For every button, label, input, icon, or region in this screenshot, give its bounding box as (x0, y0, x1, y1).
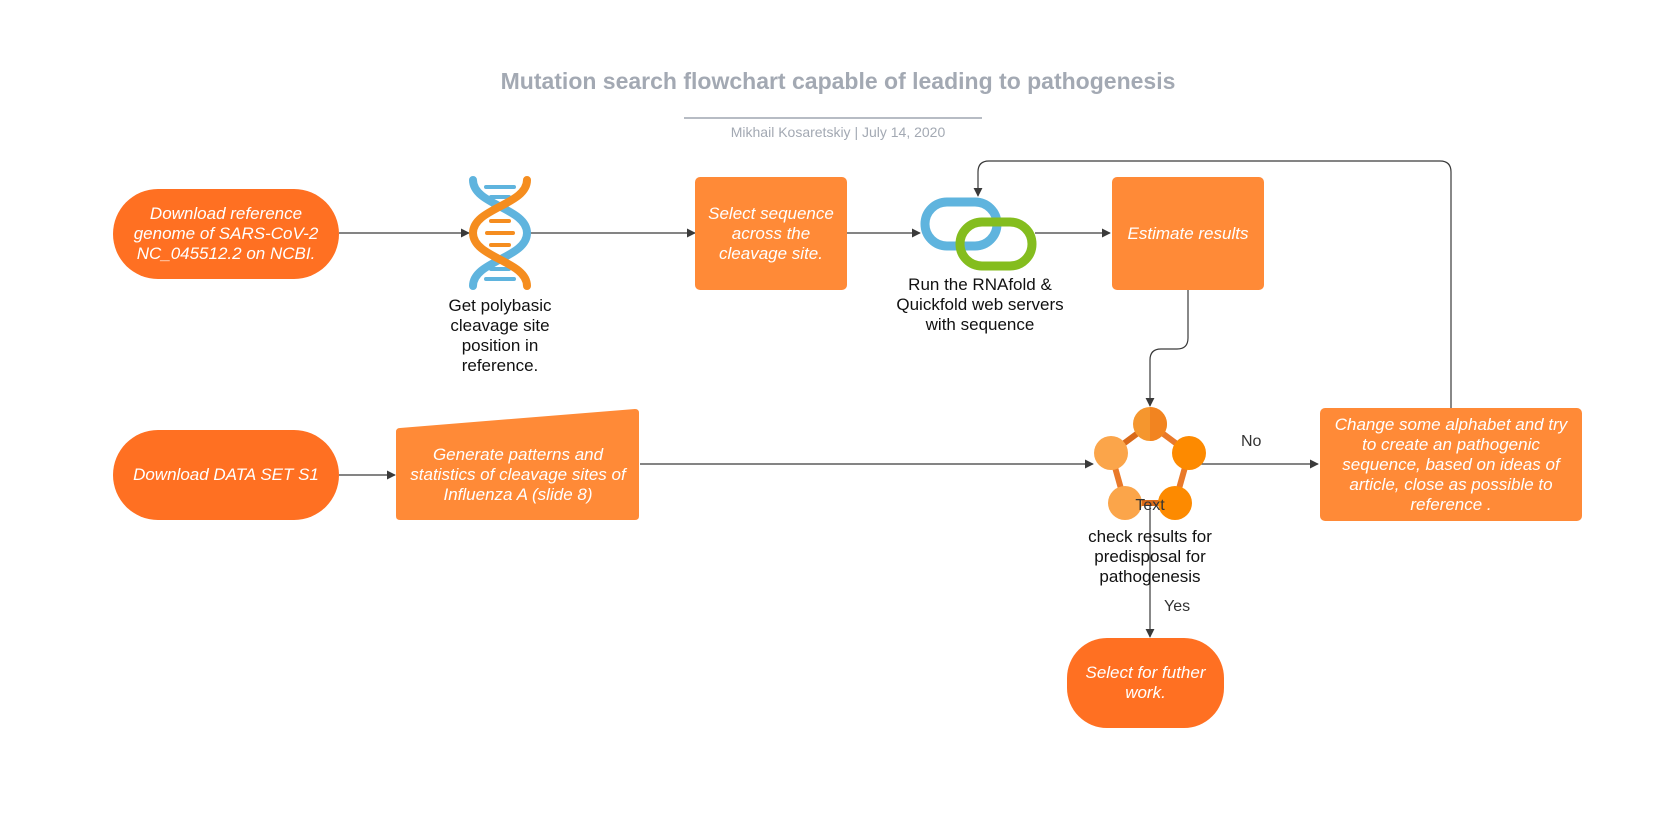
edge-label-no: No (1241, 433, 1262, 450)
link-icon (920, 197, 1037, 271)
select-further-node: Select for futher work. (1067, 638, 1224, 728)
network-node-bottom-right (1158, 486, 1192, 520)
dna-strand-orange (468, 176, 531, 290)
dna-strand-blue (469, 176, 532, 290)
network-node-right (1172, 436, 1206, 470)
generate-patterns-shape (396, 409, 639, 520)
network-node-left (1094, 436, 1128, 470)
diagram-title: Mutation search flowchart capable of lea… (500, 68, 1176, 94)
select-sequence-node: Select sequence across the cleavage site… (695, 177, 847, 290)
check-results-caption: check results for predisposal for pathog… (1088, 527, 1212, 586)
estimate-results-node: Estimate results (1112, 177, 1264, 290)
connectors (339, 160, 1452, 638)
change-alphabet-node: Change some alphabet and try to create a… (1320, 408, 1582, 521)
network-node-top-shade (1150, 407, 1167, 441)
edge-estimate-to-check (1145, 290, 1189, 407)
get-cleavage-site-caption: Get polybasic cleavage site position in … (448, 296, 552, 375)
title-divider (684, 117, 982, 119)
check-results-text-label: Text (1135, 497, 1165, 514)
edge-label-yes: Yes (1164, 598, 1191, 615)
download-reference-node: Download reference genome of SARS-CoV-2 … (113, 189, 339, 279)
diagram-subtitle: Mikhail Kosaretskiy | July 14, 2020 (730, 124, 946, 140)
run-servers-caption: Run the RNAfold & Quickfold web servers … (896, 275, 1064, 334)
dna-rungs (484, 185, 516, 281)
edge-change-loop-back (973, 160, 1452, 408)
network-node-bottom-left (1108, 486, 1142, 520)
network-pentagon-icon (1094, 407, 1206, 520)
generate-patterns-node: Generate patterns and statistics of clea… (410, 445, 626, 504)
download-dataset-node: Download DATA SET S1 (113, 430, 339, 520)
dna-icon (468, 176, 532, 290)
link-ring-green (955, 217, 1037, 271)
